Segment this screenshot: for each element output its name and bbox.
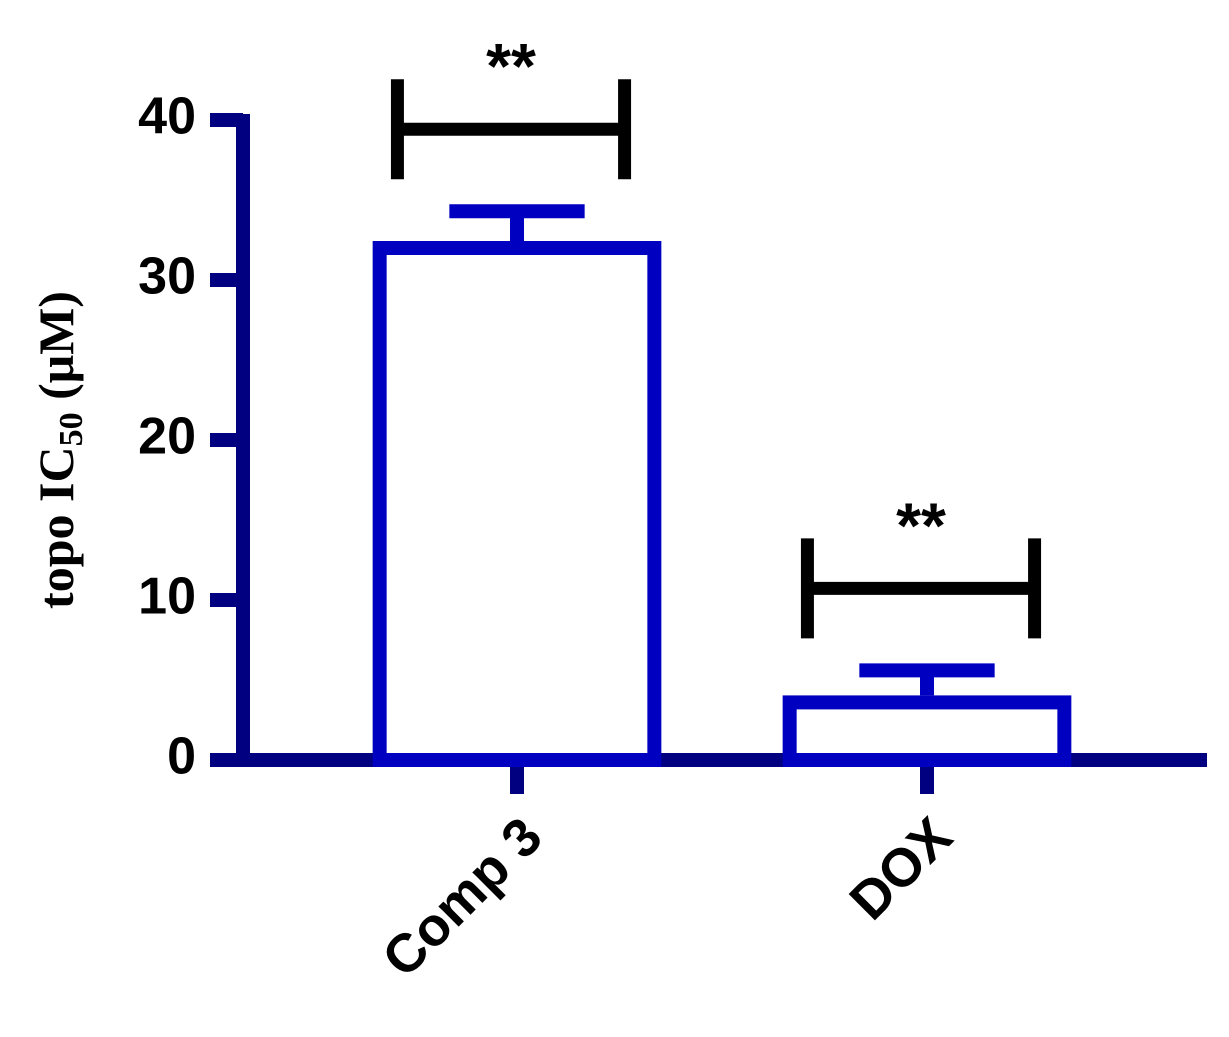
y-tick-label: 40 [138,88,196,146]
x-tick-label: Comp 3 [371,806,553,988]
y-tick-label: 10 [138,568,196,626]
y-tick-label: 20 [138,408,196,466]
bar [372,241,662,767]
y-tick-label: 0 [167,728,196,786]
y-axis-label: topo IC50 (μM) [28,291,89,609]
bar [782,695,1072,768]
y-tick-label: 30 [138,248,196,306]
sig-label: ** [486,30,536,102]
sig-label: ** [896,489,946,561]
x-tick-label: DOX [838,806,963,931]
